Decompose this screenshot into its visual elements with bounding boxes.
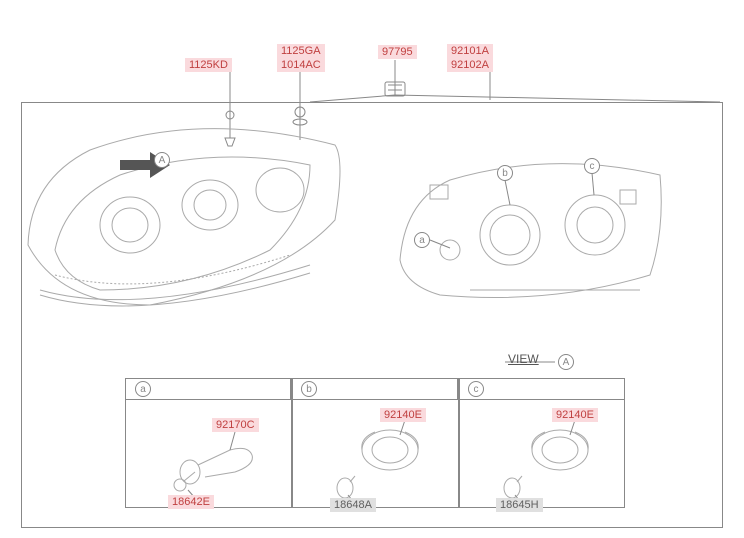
marker-A-front: A: [154, 152, 170, 168]
label-97795: 97795: [378, 45, 417, 59]
detail-header-b: b: [301, 381, 317, 397]
detail-header-c: c: [468, 381, 484, 397]
label-92102A: 92102A: [447, 58, 493, 72]
label-92170C: 92170C: [212, 418, 259, 432]
view-A-marker: A: [558, 354, 574, 370]
marker-a-rear: a: [414, 232, 430, 248]
marker-c-rear: c: [584, 158, 600, 174]
label-18645H: 18645H: [496, 498, 543, 512]
marker-b-rear: b: [497, 165, 513, 181]
label-18642E: 18642E: [168, 495, 214, 509]
detail-header-a: a: [135, 381, 151, 397]
label-92140E-c: 92140E: [552, 408, 598, 422]
label-1014AC: 1014AC: [277, 58, 325, 72]
label-1125KD: 1125KD: [185, 58, 232, 72]
diagram-svg: [0, 0, 744, 538]
label-92101A: 92101A: [447, 44, 493, 58]
label-1125GA: 1125GA: [277, 44, 325, 58]
view-label: VIEW: [508, 352, 539, 366]
label-18648A: 18648A: [330, 498, 376, 512]
label-92140E-b: 92140E: [380, 408, 426, 422]
